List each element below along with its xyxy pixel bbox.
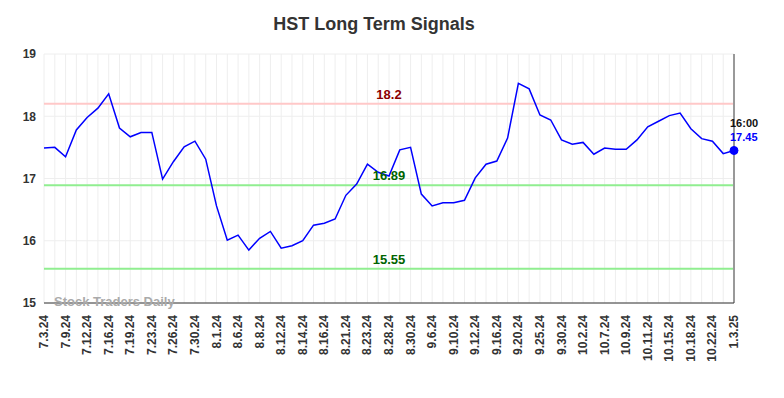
svg-text:7.16.24: 7.16.24: [102, 315, 116, 355]
svg-text:8.21.24: 8.21.24: [339, 315, 353, 355]
svg-text:18.2: 18.2: [376, 87, 401, 102]
svg-text:9.12.24: 9.12.24: [468, 315, 482, 355]
svg-text:10.22.24: 10.22.24: [705, 315, 719, 362]
html-text:HST Long Term Signals: HST Long Term Signals: [273, 14, 475, 34]
svg-text:1.3.25: 1.3.25: [727, 315, 741, 349]
svg-text:9.20.24: 9.20.24: [511, 315, 525, 355]
svg-text:8.28.24: 8.28.24: [382, 315, 396, 355]
svg-text:17: 17: [23, 172, 37, 186]
svg-text:10.9.24: 10.9.24: [619, 315, 633, 355]
svg-text:8.30.24: 8.30.24: [404, 315, 418, 355]
html-text:Stock Traders Daily: Stock Traders Daily: [54, 294, 175, 309]
svg-text:16.89: 16.89: [373, 168, 406, 183]
svg-text:8.12.24: 8.12.24: [274, 315, 288, 355]
svg-text:18: 18: [23, 110, 37, 124]
svg-text:16: 16: [23, 234, 37, 248]
svg-text:8.1.24: 8.1.24: [210, 315, 224, 349]
svg-text:10.7.24: 10.7.24: [598, 315, 612, 355]
svg-text:15: 15: [23, 296, 37, 310]
svg-text:9.25.24: 9.25.24: [533, 315, 547, 355]
svg-text:9.10.24: 9.10.24: [447, 315, 461, 355]
svg-text:7.9.24: 7.9.24: [59, 315, 73, 349]
svg-text:9.16.24: 9.16.24: [490, 315, 504, 355]
svg-text:7.19.24: 7.19.24: [123, 315, 137, 355]
svg-text:17.45: 17.45: [730, 131, 758, 143]
svg-text:7.23.24: 7.23.24: [145, 315, 159, 355]
svg-text:9.6.24: 9.6.24: [425, 315, 439, 349]
svg-text:7.30.24: 7.30.24: [188, 315, 202, 355]
svg-text:10.15.24: 10.15.24: [662, 315, 676, 362]
svg-text:10.11.24: 10.11.24: [641, 315, 655, 361]
svg-text:8.16.24: 8.16.24: [317, 315, 331, 355]
svg-text:7.26.24: 7.26.24: [166, 315, 180, 355]
svg-text:16:00: 16:00: [730, 117, 758, 129]
svg-text:8.23.24: 8.23.24: [360, 315, 374, 355]
svg-text:10.2.24: 10.2.24: [576, 315, 590, 355]
svg-text:8.8.24: 8.8.24: [253, 315, 267, 349]
svg-text:19: 19: [23, 47, 37, 61]
svg-text:8.14.24: 8.14.24: [296, 315, 310, 355]
svg-text:8.6.24: 8.6.24: [231, 315, 245, 349]
svg-text:9.30.24: 9.30.24: [555, 315, 569, 355]
svg-text:7.3.24: 7.3.24: [37, 315, 51, 349]
svg-text:7.12.24: 7.12.24: [80, 315, 94, 355]
svg-text:10.18.24: 10.18.24: [684, 315, 698, 362]
svg-text:15.55: 15.55: [373, 252, 406, 267]
